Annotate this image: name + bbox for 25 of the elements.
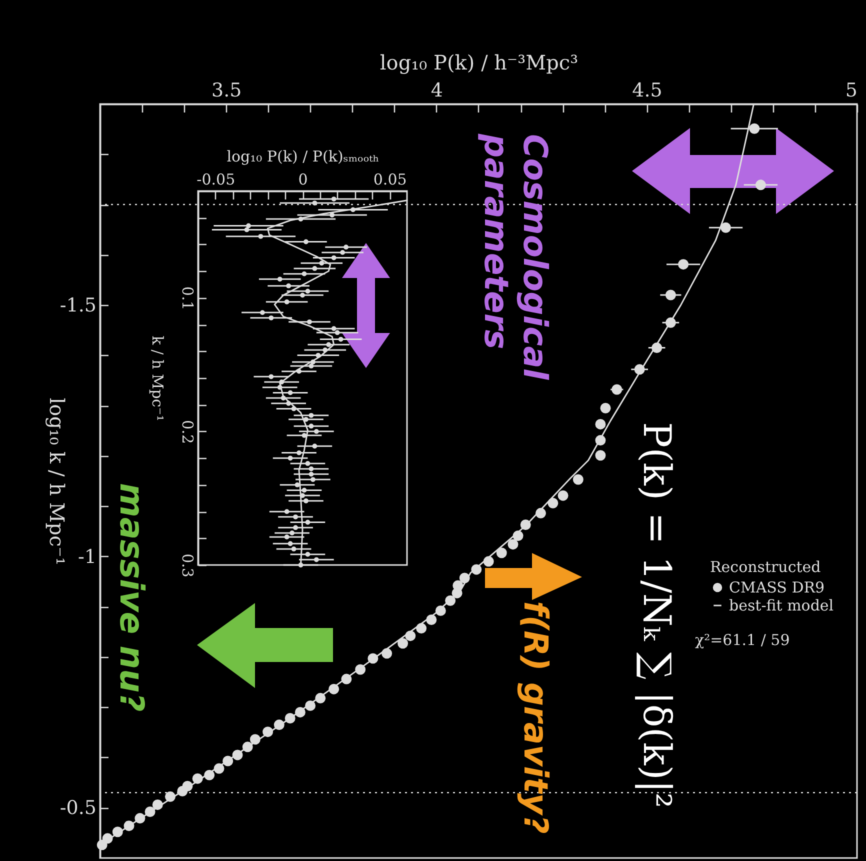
x-tick-label: 0.05 xyxy=(373,170,407,188)
y-axis-title: log₁₀ k / h Mpc⁻¹ xyxy=(44,398,69,566)
legend-label: best-fit model xyxy=(729,596,834,614)
y-axis-title: k / h Mpc⁻¹ xyxy=(148,336,166,422)
annotation: f(R) gravity? xyxy=(516,601,556,836)
annotation: massive nu? xyxy=(112,483,152,714)
x-axis-title: log₁₀ P(k) / P(k)ₛₘₒₒₜₕ xyxy=(226,148,380,166)
annotation: Cosmological parameters xyxy=(477,134,555,382)
x-tick-label: -0.05 xyxy=(196,170,236,188)
annotation: χ²=61.1 / 59 xyxy=(695,631,791,649)
annotation: P(k) = 1/Nₖ ∑ |δ(k)|² xyxy=(635,422,679,810)
y-tick-label: 0.3 xyxy=(178,554,196,578)
x-tick-label: 5 xyxy=(845,80,858,102)
x-tick-label: 4 xyxy=(430,80,443,102)
y-tick-label: -1.5 xyxy=(60,294,96,317)
y-tick-label: 0.1 xyxy=(178,286,196,310)
legend-title: Reconstructed xyxy=(710,558,822,576)
y-tick-label: 0.2 xyxy=(178,420,196,444)
y-tick-label: -1 xyxy=(78,546,96,568)
x-axis-title: log₁₀ P(k) / h⁻³Mpc³ xyxy=(380,50,578,74)
x-tick-label: 3.5 xyxy=(212,80,242,102)
legend-label: CMASS DR9 xyxy=(729,578,825,596)
x-tick-label: 4.5 xyxy=(632,80,662,102)
y-tick-label: -0.5 xyxy=(60,797,96,820)
x-tick-label: 0 xyxy=(298,170,308,188)
